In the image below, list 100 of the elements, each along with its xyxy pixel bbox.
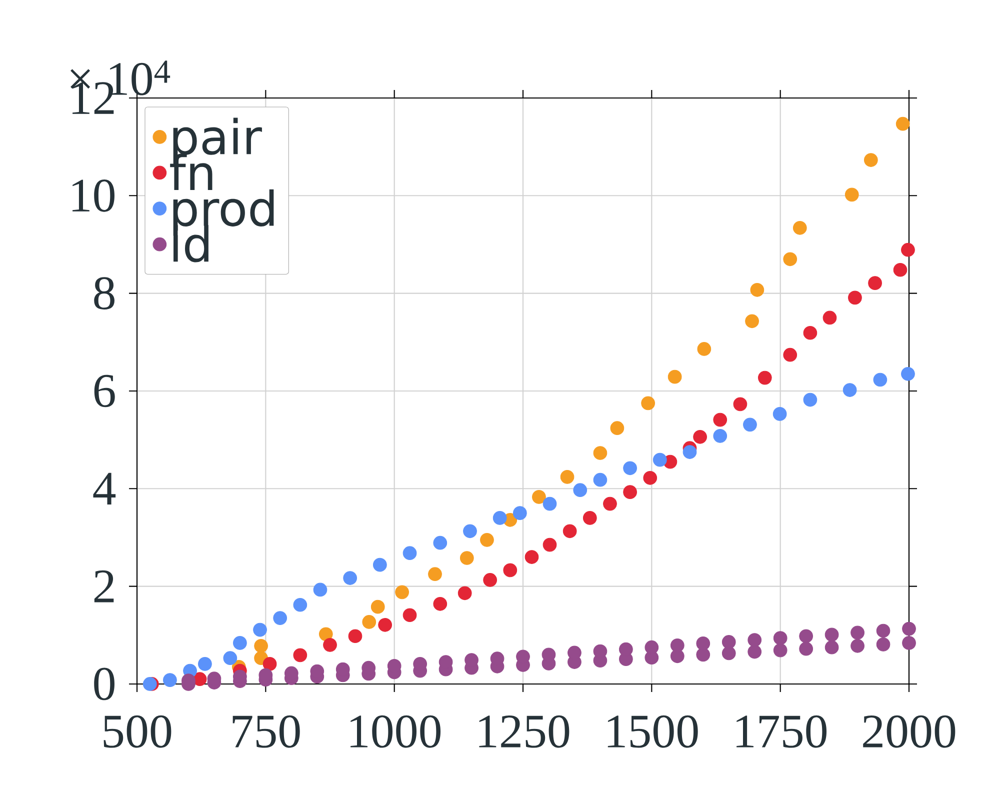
point	[532, 490, 546, 504]
point	[644, 640, 659, 654]
x-tick-label: 2000	[863, 715, 956, 748]
point	[772, 407, 787, 421]
point	[682, 445, 697, 459]
point	[542, 538, 557, 552]
point	[722, 646, 736, 660]
point	[893, 262, 908, 277]
point	[343, 571, 358, 585]
point	[433, 596, 448, 611]
point	[623, 485, 637, 500]
point	[722, 635, 736, 649]
point	[433, 536, 448, 550]
point	[254, 638, 268, 653]
point	[582, 511, 597, 525]
point	[696, 636, 710, 650]
point	[876, 624, 890, 638]
point	[293, 598, 308, 612]
point	[868, 276, 882, 290]
point	[743, 418, 757, 432]
point	[864, 153, 878, 167]
point	[512, 506, 527, 520]
point	[783, 348, 798, 362]
point	[668, 370, 682, 384]
point	[362, 615, 376, 629]
point	[822, 310, 837, 325]
point	[842, 383, 857, 397]
point	[850, 626, 864, 640]
point	[850, 638, 864, 653]
x-tick-label: 1500	[608, 715, 698, 748]
point	[873, 372, 888, 387]
point	[458, 586, 472, 600]
point	[562, 524, 577, 538]
point	[483, 573, 498, 587]
point	[693, 430, 707, 444]
point	[748, 644, 762, 659]
point	[803, 326, 818, 340]
point	[803, 392, 818, 407]
point	[783, 252, 798, 266]
point	[876, 637, 890, 652]
point	[901, 366, 915, 381]
point	[670, 638, 684, 652]
point	[370, 600, 385, 614]
point	[610, 421, 624, 436]
point	[323, 638, 337, 652]
point	[460, 551, 474, 565]
point	[901, 242, 915, 257]
point	[799, 642, 814, 656]
point	[428, 567, 442, 582]
point	[348, 629, 362, 644]
point	[643, 470, 658, 485]
point	[748, 633, 762, 647]
point	[503, 563, 518, 578]
point	[593, 472, 608, 487]
point	[758, 370, 772, 385]
point	[372, 558, 387, 572]
y-tick-label: 10	[72, 179, 114, 212]
x-tick-label: 500	[104, 715, 172, 748]
point	[750, 282, 764, 297]
point	[641, 396, 656, 410]
x-tick-label: 750	[232, 715, 300, 748]
point	[652, 452, 667, 467]
y-tick-label: 2	[94, 570, 114, 602]
point	[560, 470, 574, 484]
point	[293, 648, 308, 662]
point	[773, 643, 788, 658]
point	[603, 496, 617, 511]
point	[480, 532, 494, 547]
point	[593, 446, 608, 460]
point	[713, 412, 728, 427]
point	[223, 651, 238, 666]
point	[273, 611, 288, 625]
y-tick-label: 6	[94, 374, 115, 408]
point	[902, 622, 916, 636]
y-tick-label: 4	[93, 472, 116, 504]
point	[395, 585, 409, 600]
point	[848, 290, 862, 305]
point	[463, 524, 477, 538]
x-tick-label: 1250	[479, 715, 570, 748]
point	[262, 657, 277, 671]
point	[733, 397, 748, 412]
point	[233, 636, 247, 650]
point	[313, 582, 328, 597]
point	[378, 618, 392, 632]
point	[697, 342, 712, 356]
point	[623, 461, 637, 476]
point	[163, 673, 177, 688]
point	[696, 648, 710, 662]
point	[253, 622, 267, 637]
point	[713, 428, 728, 443]
point	[792, 220, 807, 235]
point	[799, 629, 814, 644]
point	[902, 636, 916, 650]
point	[524, 550, 539, 564]
point	[824, 640, 839, 654]
point	[402, 546, 417, 560]
point	[844, 188, 859, 202]
point	[824, 628, 839, 642]
x-tick-label: 1000	[350, 715, 441, 748]
point	[198, 657, 212, 671]
